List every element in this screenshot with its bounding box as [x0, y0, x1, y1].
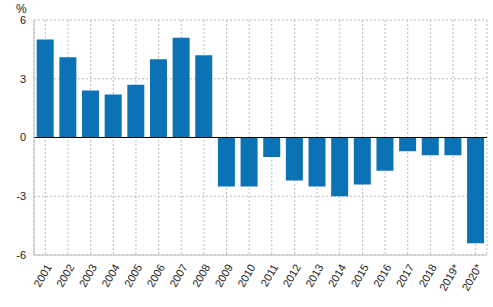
svg-text:2019*: 2019*	[437, 261, 462, 293]
svg-text:2016: 2016	[371, 262, 394, 289]
svg-text:2020*: 2020*	[459, 261, 484, 293]
svg-text:2005: 2005	[122, 262, 145, 289]
svg-text:2004: 2004	[99, 262, 122, 289]
svg-text:2017: 2017	[394, 262, 417, 289]
svg-text:3: 3	[20, 73, 26, 85]
svg-text:2012: 2012	[280, 262, 303, 289]
svg-text:2006: 2006	[144, 262, 167, 289]
svg-text:2018: 2018	[416, 262, 439, 289]
svg-text:2003: 2003	[76, 262, 99, 289]
svg-text:2008: 2008	[190, 262, 213, 289]
svg-text:2001: 2001	[31, 262, 54, 289]
svg-text:6: 6	[20, 14, 26, 26]
svg-text:2011: 2011	[258, 262, 280, 288]
svg-text:0: 0	[20, 131, 26, 143]
svg-text:-3: -3	[16, 190, 26, 202]
svg-text:2014: 2014	[326, 262, 349, 289]
svg-text:-6: -6	[16, 249, 26, 261]
svg-text:2009: 2009	[212, 262, 235, 289]
svg-text:2010: 2010	[235, 262, 258, 289]
svg-text:2007: 2007	[167, 262, 190, 289]
svg-text:2002: 2002	[54, 262, 77, 289]
svg-text:2015: 2015	[348, 262, 371, 289]
svg-text:2013: 2013	[303, 262, 326, 289]
